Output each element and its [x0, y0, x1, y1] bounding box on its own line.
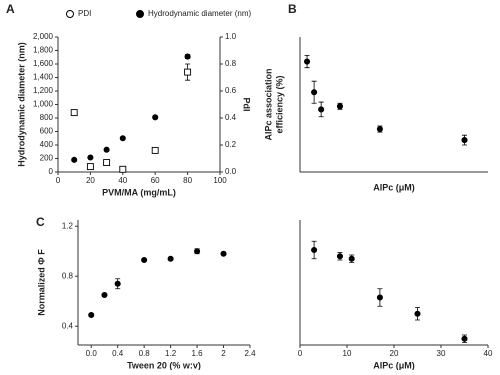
point [311, 246, 318, 254]
point [461, 335, 468, 342]
y2-tick-label: 1.0 [225, 32, 237, 41]
point [318, 106, 325, 113]
point [376, 294, 383, 301]
point [70, 109, 78, 117]
point [303, 58, 311, 65]
x-tick-label: 20 [86, 176, 95, 185]
y2-tick-label: 0.8 [225, 59, 237, 68]
x-axis-label: PVM/MA (mg/mL) [102, 187, 176, 197]
point [461, 137, 468, 144]
x-tick-label: 100 [213, 176, 227, 185]
legend-label: Hydrodynamic diameter (nm) [148, 9, 251, 18]
x-tick-label: 0.4 [112, 349, 124, 358]
point [184, 53, 191, 60]
x-tick-label: 2 [221, 349, 226, 358]
y-tick-label: 1,200 [33, 86, 54, 95]
y-axis-label: efficiency (%) [274, 75, 284, 133]
y-tick-label: 1,000 [33, 100, 54, 109]
x-tick-label: 40 [484, 349, 493, 358]
x-tick-label: 1.6 [192, 349, 204, 358]
x-axis-label: AlPc (μM) [373, 360, 415, 370]
point [414, 310, 421, 317]
point [220, 250, 227, 257]
y-tick-label: 2,000 [33, 32, 54, 41]
point [194, 248, 201, 255]
x-tick-label: 0 [56, 176, 61, 185]
y-tick-label: 1.2 [62, 221, 74, 230]
y-tick-label: 400 [40, 140, 54, 149]
x-tick-label: 2.4 [244, 349, 256, 358]
point [348, 255, 355, 262]
panel-label: C [36, 215, 45, 229]
legend-marker [66, 10, 74, 18]
x-tick-label: 0.0 [86, 349, 98, 358]
point [167, 255, 174, 262]
point [376, 125, 383, 133]
x-tick-label: 0 [298, 349, 303, 358]
legend-marker [136, 10, 144, 18]
y2-tick-label: 0.6 [225, 86, 237, 95]
y2-tick-label: 0.2 [225, 140, 237, 149]
point [336, 253, 344, 260]
point [119, 165, 127, 173]
x-tick-label: 10 [343, 349, 352, 358]
x-axis-label: Tween 20 (% w:v) [127, 360, 201, 370]
point [119, 135, 126, 142]
y-tick-label: 0.8 [62, 271, 74, 280]
y-tick-label: 0 [49, 167, 54, 176]
point [101, 291, 108, 299]
point [87, 154, 94, 161]
panel-label: A [6, 2, 15, 16]
y-axis-label: Hydrodynamic diameter (nm) [16, 42, 26, 167]
y-tick-label: 600 [40, 127, 54, 136]
panel-label: B [288, 2, 297, 16]
y-tick-label: 200 [40, 154, 54, 163]
x-tick-label: 1.2 [165, 349, 177, 358]
y2-axis-label: PdI [242, 97, 252, 111]
point [152, 114, 159, 121]
point [103, 159, 111, 167]
point [151, 146, 159, 154]
y-axis-label: AlPc association [263, 68, 273, 140]
point [114, 280, 121, 287]
y-tick-label: 800 [40, 113, 54, 122]
x-tick-label: 80 [183, 176, 192, 185]
point [311, 89, 318, 96]
point [336, 103, 344, 110]
y-tick-label: 1,800 [33, 46, 54, 55]
y-tick-label: 0.4 [62, 321, 74, 330]
y-tick-label: 1,400 [33, 73, 54, 82]
y-axis-label: Normalized Φ F [36, 249, 46, 316]
x-tick-label: 60 [151, 176, 160, 185]
legend-label: PDI [78, 9, 91, 18]
x-tick-label: 20 [390, 349, 399, 358]
x-axis-label: AlPc (μM) [373, 182, 415, 192]
y2-tick-label: 0.0 [225, 167, 237, 176]
point [184, 68, 192, 76]
point [86, 163, 94, 171]
x-tick-label: 40 [118, 176, 127, 185]
y-tick-label: 1,600 [33, 59, 54, 68]
point [88, 311, 95, 319]
point [103, 146, 110, 153]
point [71, 156, 78, 163]
y2-tick-label: 0.4 [225, 113, 237, 122]
point [141, 256, 148, 264]
x-tick-label: 30 [437, 349, 446, 358]
x-tick-label: 0.8 [139, 349, 151, 358]
